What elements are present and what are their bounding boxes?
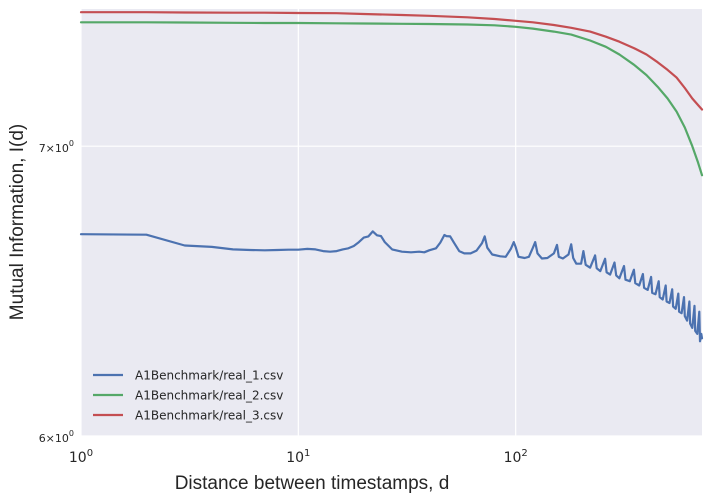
- y-tick-labels: 6×100 7×100: [39, 139, 74, 445]
- legend-label-3: A1Benchmark/real_3.csv: [135, 409, 283, 423]
- legend: A1Benchmark/real_1.csv A1Benchmark/real_2…: [93, 369, 283, 423]
- y-tick-label: 7×100: [39, 139, 74, 155]
- series-line-1: [79, 230, 704, 343]
- grid-lines: [80, 9, 702, 437]
- x-axis-label: Distance between timestamps, d: [175, 473, 450, 494]
- y-axis-label: Mutual Information, I(d): [7, 124, 28, 320]
- legend-label-1: A1Benchmark/real_1.csv: [135, 369, 283, 383]
- plot-background: [81, 9, 702, 436]
- series-lines: [79, 11, 704, 343]
- x-tick-label: 101: [286, 448, 310, 466]
- x-tick-label: 100: [69, 448, 93, 466]
- series-line-3: [79, 11, 704, 111]
- series-line-2: [79, 21, 704, 177]
- legend-label-2: A1Benchmark/real_2.csv: [135, 389, 283, 403]
- x-tick-labels: 100 101 102: [69, 448, 528, 466]
- y-tick-label: 6×100: [39, 429, 74, 445]
- x-tick-label: 102: [504, 448, 528, 466]
